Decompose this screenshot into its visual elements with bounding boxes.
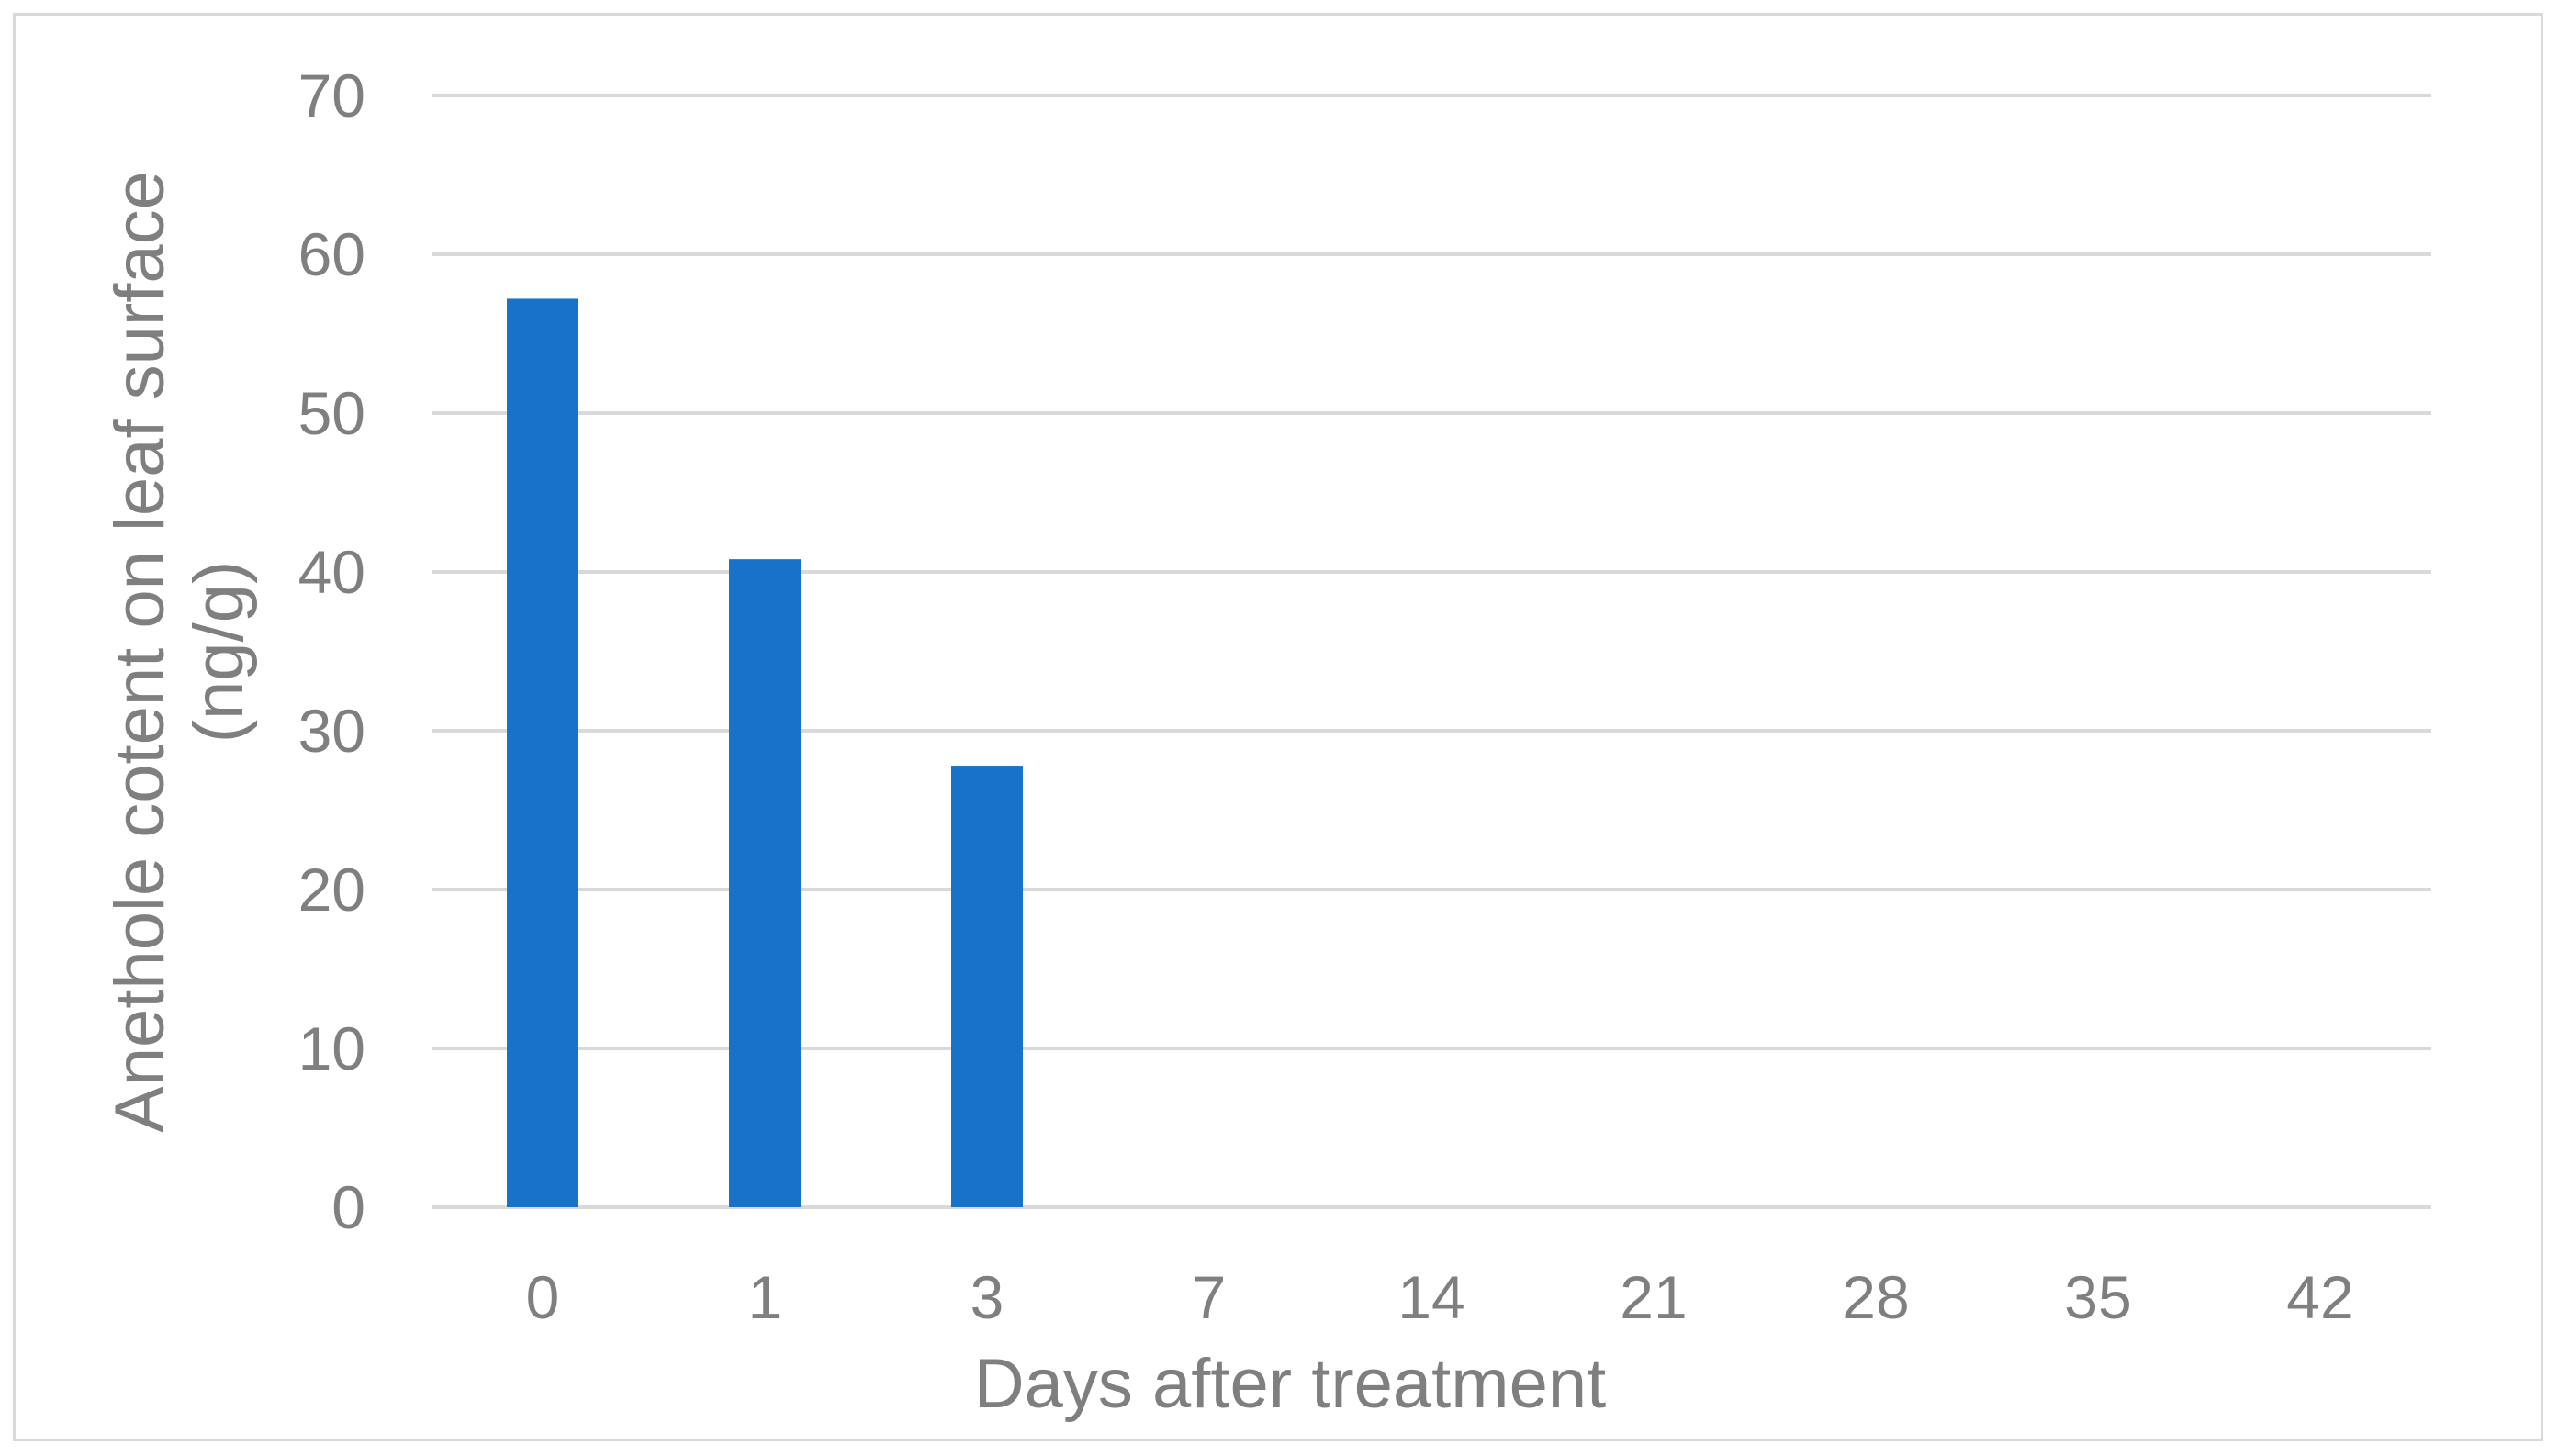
bar-day-1 <box>729 559 801 1207</box>
y-axis-title-line-1: Anethole cotent on leaf surface <box>101 171 179 1133</box>
y-tick-label: 70 <box>298 62 365 129</box>
y-tick-label: 0 <box>331 1173 365 1241</box>
bar-day-3 <box>951 766 1023 1207</box>
x-tick-label: 0 <box>526 1263 560 1331</box>
x-tick-label: 35 <box>2064 1263 2131 1331</box>
x-tick-label: 28 <box>1842 1263 1909 1331</box>
y-axis-title-line-2: (ng/g) <box>180 561 258 744</box>
x-tick-label: 21 <box>1620 1263 1687 1331</box>
x-tick-label: 3 <box>970 1263 1004 1331</box>
y-tick-label: 10 <box>298 1014 365 1082</box>
x-tick-label: 7 <box>1193 1263 1227 1331</box>
chart-frame <box>13 13 2543 1441</box>
y-tick-label: 40 <box>298 538 365 606</box>
x-axis-ticks: 0 1 3 7 14 21 28 35 42 <box>526 1263 2354 1331</box>
bar-day-0 <box>507 298 578 1207</box>
x-tick-label: 42 <box>2286 1263 2353 1331</box>
y-tick-label: 20 <box>298 856 365 924</box>
y-axis-ticks: 0 10 20 30 40 50 60 70 <box>298 62 365 1241</box>
y-tick-label: 50 <box>298 379 365 447</box>
y-tick-label: 60 <box>298 220 365 288</box>
x-tick-label: 1 <box>748 1263 782 1331</box>
x-tick-label: 14 <box>1397 1263 1464 1331</box>
y-tick-label: 30 <box>298 697 365 765</box>
x-axis-title: Days after treatment <box>974 1345 1607 1423</box>
bars <box>507 298 1023 1207</box>
y-axis-title: Anethole cotent on leaf surface (ng/g) <box>101 171 258 1133</box>
